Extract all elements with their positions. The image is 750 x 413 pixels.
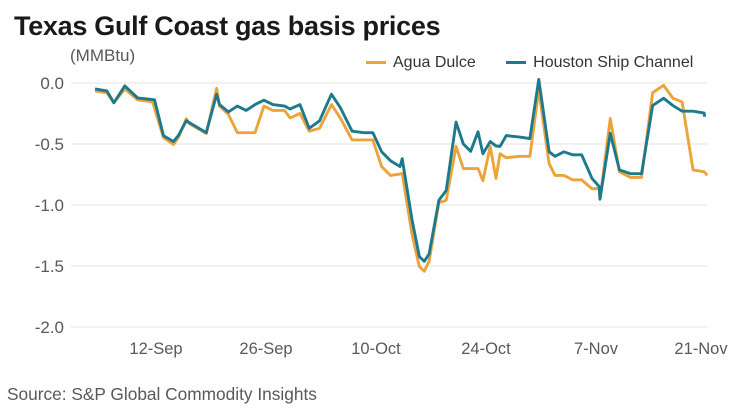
svg-text:-1.0: -1.0	[35, 196, 64, 215]
svg-text:0.0: 0.0	[40, 74, 64, 93]
svg-text:24-Oct: 24-Oct	[461, 340, 511, 358]
svg-text:-0.5: -0.5	[35, 135, 64, 154]
svg-text:-1.5: -1.5	[35, 257, 64, 276]
svg-text:21-Nov: 21-Nov	[674, 340, 728, 358]
svg-text:(MMBtu): (MMBtu)	[70, 46, 135, 65]
svg-text:7-Nov: 7-Nov	[574, 340, 619, 358]
svg-text:-2.0: -2.0	[35, 318, 64, 337]
svg-text:12-Sep: 12-Sep	[129, 340, 182, 358]
svg-text:26-Sep: 26-Sep	[239, 340, 292, 358]
svg-text:10-Oct: 10-Oct	[351, 340, 401, 358]
